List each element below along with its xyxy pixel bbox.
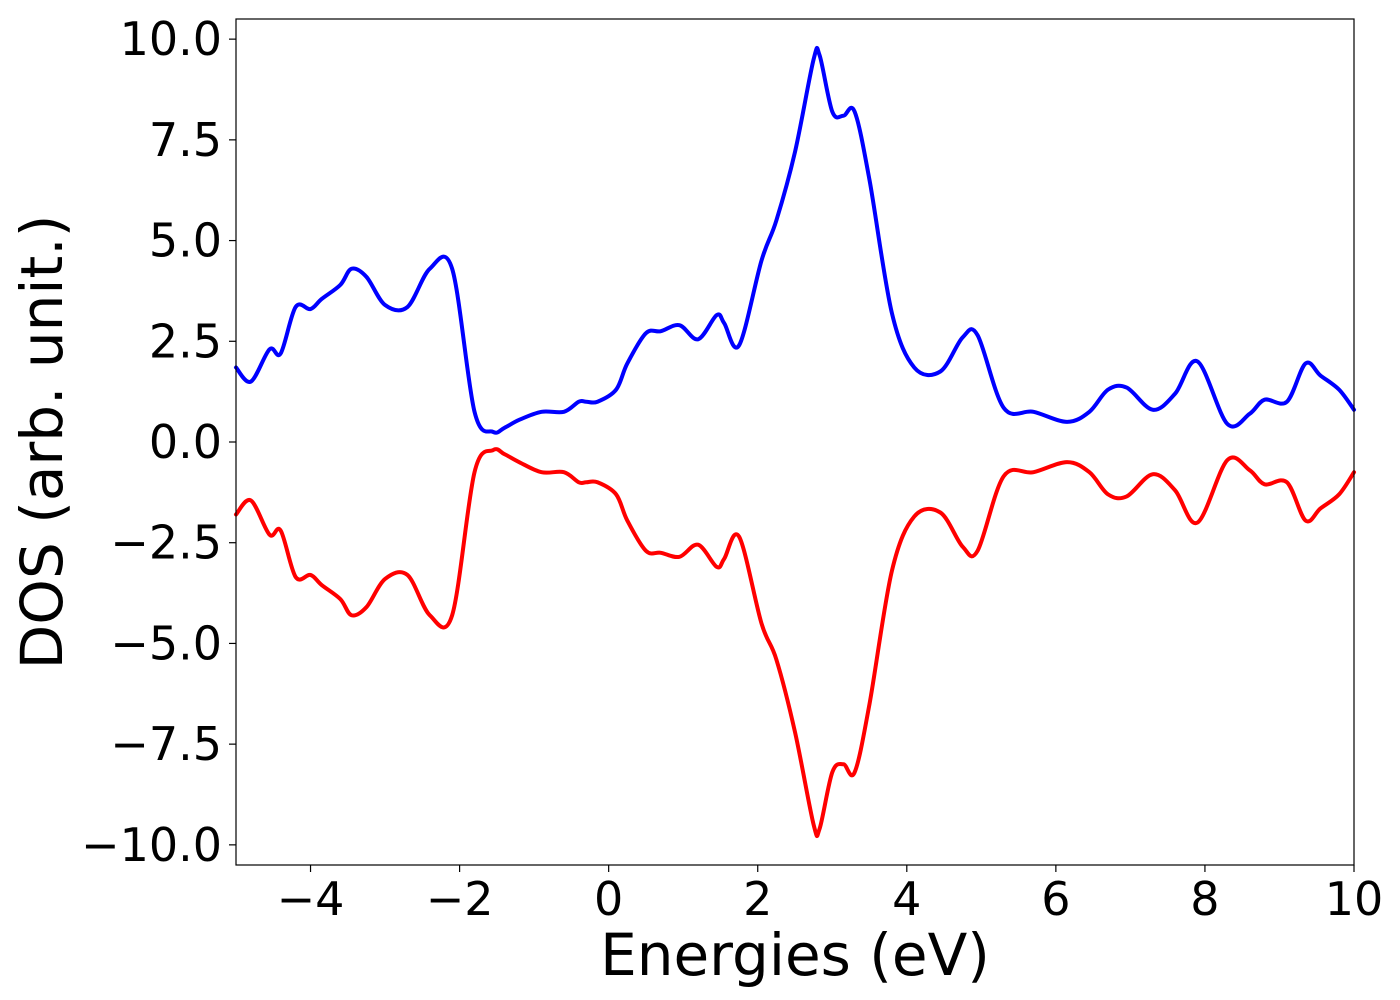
y-tick-label: 7.5 (149, 113, 222, 167)
x-tick-label: −2 (426, 872, 494, 926)
x-axis-ticks: −4 −2 0 2 4 6 8 10 (277, 865, 1384, 926)
axes-frame (235, 18, 1355, 866)
y-tick-label: −7.5 (110, 717, 222, 771)
x-tick-label: 0 (594, 872, 623, 926)
x-tick-label: 2 (743, 872, 772, 926)
dos-line-red (234, 447, 1356, 839)
dos-line-blue (234, 45, 1356, 435)
y-tick-label: −2.5 (110, 516, 222, 570)
x-tick-label: 4 (892, 872, 921, 926)
series-layer (234, 45, 1356, 839)
y-tick-label: −10.0 (81, 818, 222, 872)
x-tick-label: 10 (1325, 872, 1384, 926)
x-tick-label: −4 (277, 872, 345, 926)
y-axis-ticks: 10.0 7.5 5.0 2.5 0.0 −2.5 −5.0 −7.5 −10.0 (81, 12, 236, 872)
y-tick-label: 10.0 (120, 12, 222, 66)
y-tick-label: 2.5 (149, 314, 222, 368)
y-tick-label: 5.0 (149, 214, 222, 268)
x-axis-label: Energies (eV) (600, 921, 990, 989)
y-axis-label: DOS (arb. unit.) (8, 215, 76, 670)
y-tick-label: 0.0 (149, 415, 222, 469)
x-tick-label: 8 (1190, 872, 1219, 926)
x-tick-label: 6 (1041, 872, 1070, 926)
y-tick-label: −5.0 (110, 616, 222, 670)
